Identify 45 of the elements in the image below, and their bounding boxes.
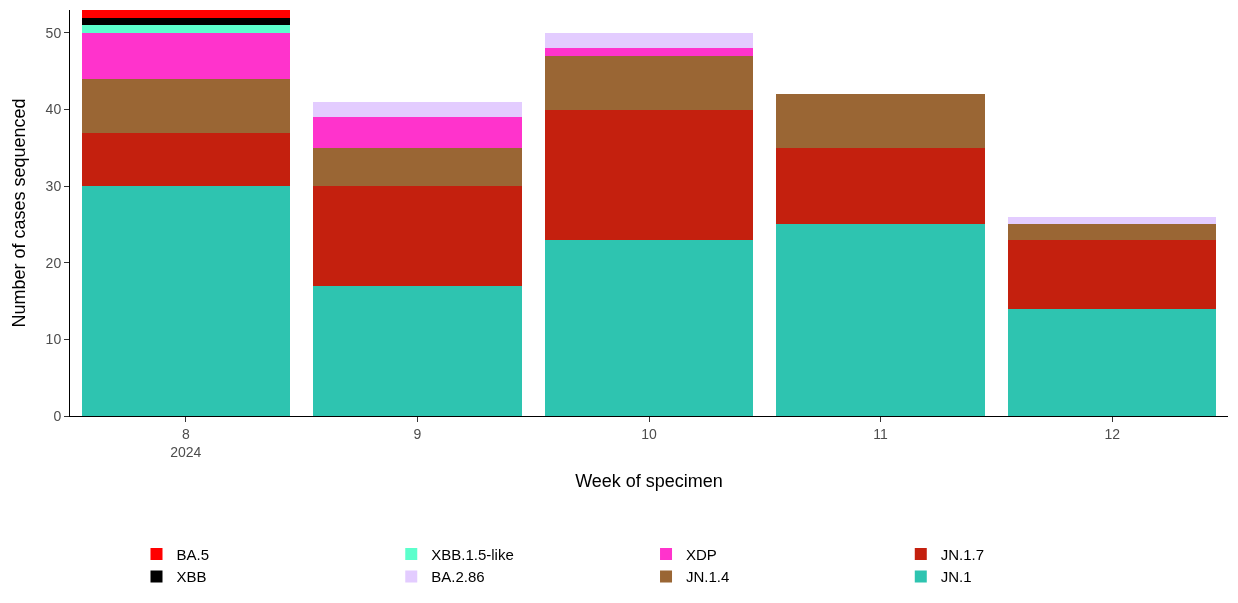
y-tick-label: 10 — [45, 331, 62, 348]
x-tick-label: 10 — [641, 425, 657, 442]
legend-label: JN.1 — [940, 568, 972, 586]
bar — [81, 25, 291, 33]
bar — [776, 147, 985, 225]
x-tick-label: 12 — [1104, 425, 1121, 442]
bar — [544, 32, 754, 49]
bar — [81, 32, 291, 79]
bar — [776, 94, 985, 148]
bar — [313, 147, 522, 187]
y-tick-label: 50 — [45, 24, 62, 41]
legend-label: XDP — [686, 545, 717, 563]
legend-label: JN.1.7 — [940, 545, 985, 563]
legend-label: XBB.1.5-like — [431, 545, 514, 563]
legend-label: BA.2.86 — [431, 568, 485, 586]
bar — [313, 186, 522, 286]
bar — [544, 48, 754, 56]
x-tick-label: 8 2024 — [170, 425, 202, 460]
x-tick-label: 11 — [873, 425, 889, 442]
bar — [81, 186, 291, 416]
bar — [1007, 239, 1217, 309]
y-tick-label: 0 — [53, 407, 62, 424]
legend-label: BA.5 — [176, 545, 210, 563]
bar — [313, 101, 522, 118]
legend-label: XBB — [176, 568, 207, 586]
x-axis-title: Week of specimen — [575, 471, 723, 492]
bar — [1007, 224, 1217, 240]
bar — [544, 109, 754, 240]
bar — [313, 285, 522, 416]
bar — [544, 239, 754, 416]
bar — [81, 10, 291, 18]
x-tick-label: 9 — [413, 425, 422, 442]
y-tick-label: 20 — [45, 254, 62, 271]
y-tick-label: 30 — [45, 178, 62, 195]
legend-label: JN.1.4 — [686, 568, 730, 586]
bar — [776, 224, 985, 416]
bar — [81, 78, 291, 133]
bar — [313, 117, 522, 148]
bar — [1007, 216, 1217, 225]
bar — [544, 55, 754, 110]
bar — [1007, 308, 1217, 416]
y-axis-title: Number of cases sequenced — [8, 98, 29, 328]
y-tick-label: 40 — [45, 101, 62, 118]
bar — [81, 17, 291, 26]
bar — [81, 132, 291, 187]
